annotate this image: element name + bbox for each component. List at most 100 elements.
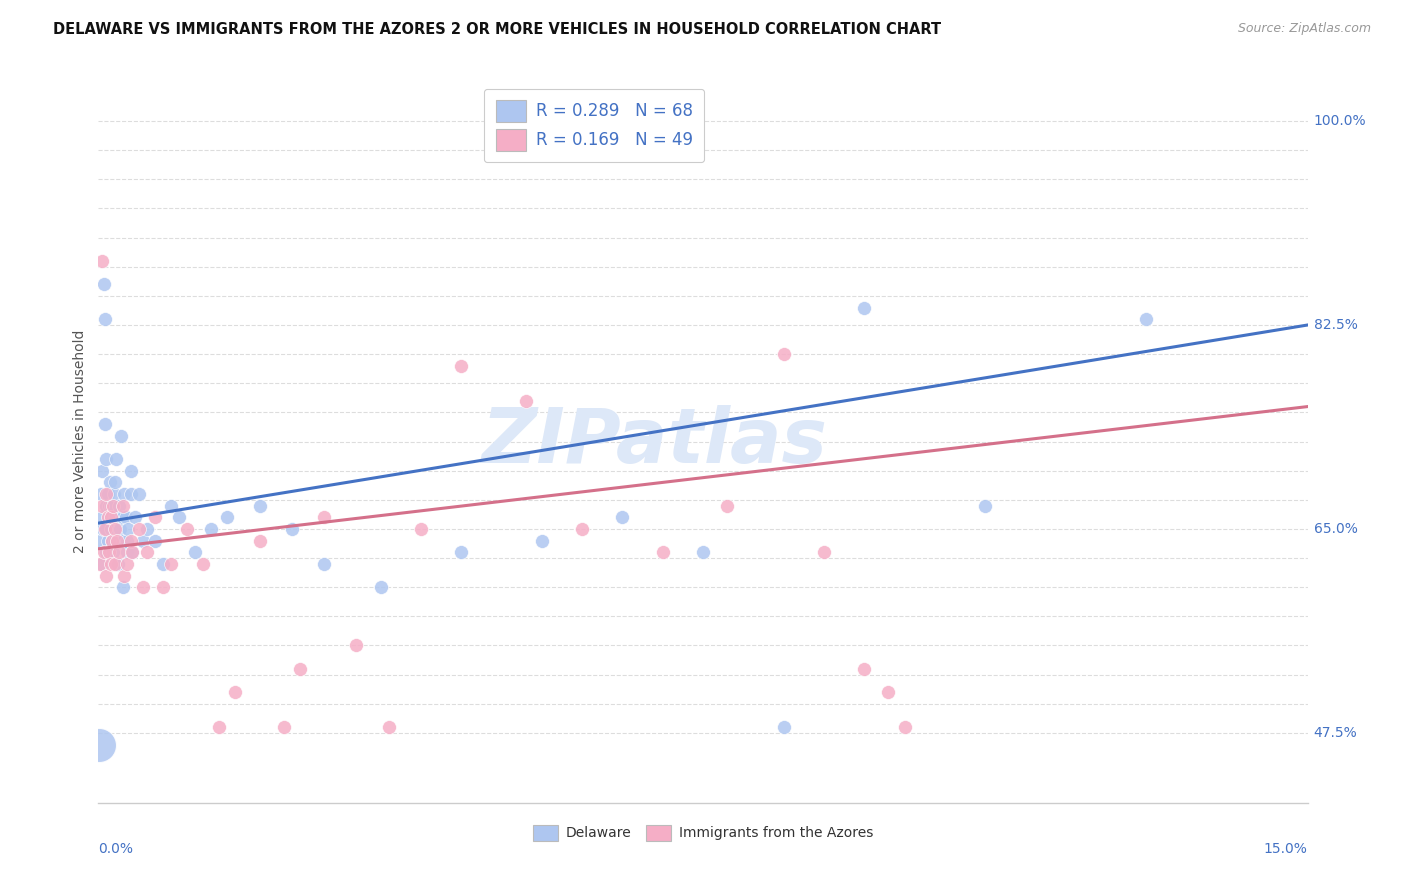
Point [90, 464, 112, 478]
Point [193, 557, 215, 571]
Point [450, 359, 472, 373]
Point [100, 522, 122, 536]
Point [93, 545, 115, 559]
Point [200, 522, 222, 536]
Point [124, 510, 146, 524]
Point [94, 312, 117, 326]
Text: 15.0%: 15.0% [1264, 842, 1308, 855]
Point [651, 545, 673, 559]
Point [111, 533, 134, 548]
Point [111, 510, 134, 524]
Point [143, 533, 166, 548]
Point [97, 499, 120, 513]
Point [176, 522, 198, 536]
Point [1135, 312, 1157, 326]
Point [108, 499, 131, 513]
Point [115, 533, 138, 548]
Point [103, 510, 125, 524]
Point [893, 720, 915, 734]
Y-axis label: 2 or more Vehicles in Household: 2 or more Vehicles in Household [73, 330, 87, 553]
Text: 0.0%: 0.0% [98, 842, 134, 855]
Point [90, 499, 112, 513]
Point [91, 253, 114, 268]
Point [94, 568, 117, 582]
Point [772, 347, 794, 361]
Point [249, 499, 271, 513]
Text: 100.0%: 100.0% [1313, 114, 1367, 128]
Point [97, 545, 120, 559]
Point [249, 533, 271, 548]
Point [110, 428, 132, 442]
Point [94, 417, 117, 431]
Point [120, 533, 142, 548]
Point [530, 533, 553, 548]
Point [160, 499, 183, 513]
Point [103, 475, 125, 490]
Point [167, 510, 190, 524]
Point [121, 545, 143, 559]
Point [97, 533, 120, 548]
Point [89, 533, 111, 548]
Point [132, 533, 155, 548]
Point [101, 533, 124, 548]
Point [97, 487, 120, 501]
Point [96, 487, 118, 501]
Point [90, 510, 112, 524]
Point [89, 557, 111, 571]
Point [96, 452, 118, 467]
Point [152, 557, 174, 571]
Point [612, 510, 634, 524]
Point [121, 545, 143, 559]
Point [135, 545, 157, 559]
Point [314, 557, 336, 571]
Point [91, 522, 114, 536]
Point [117, 522, 139, 536]
Point [100, 510, 122, 524]
Point [103, 522, 125, 536]
Point [877, 685, 900, 699]
Point [152, 580, 174, 594]
Point [105, 533, 128, 548]
Point [515, 393, 537, 408]
Point [104, 557, 127, 571]
Legend: Delaware, Immigrants from the Azores: Delaware, Immigrants from the Azores [527, 819, 879, 847]
Point [107, 545, 129, 559]
Point [105, 533, 128, 548]
Point [112, 580, 135, 594]
Point [224, 685, 246, 699]
Point [314, 510, 336, 524]
Point [104, 533, 127, 548]
Point [120, 487, 142, 501]
Point [112, 568, 135, 582]
Point [100, 510, 122, 524]
Point [114, 510, 136, 524]
Point [100, 557, 122, 571]
Point [184, 545, 207, 559]
Text: 47.5%: 47.5% [1313, 726, 1357, 739]
Point [128, 522, 150, 536]
Point [103, 487, 125, 501]
Point [288, 662, 311, 676]
Point [97, 510, 120, 524]
Point [96, 522, 118, 536]
Point [117, 545, 139, 559]
Point [90, 487, 112, 501]
Point [105, 452, 128, 467]
Point [101, 533, 124, 548]
Point [716, 499, 738, 513]
Point [98, 475, 121, 490]
Text: 65.0%: 65.0% [1313, 522, 1358, 536]
Point [813, 545, 835, 559]
Point [94, 499, 117, 513]
Point [143, 510, 166, 524]
Point [128, 487, 150, 501]
Point [571, 522, 593, 536]
Point [93, 277, 115, 292]
Point [107, 522, 129, 536]
Point [273, 720, 295, 734]
Point [450, 545, 472, 559]
Point [120, 464, 142, 478]
Point [692, 545, 714, 559]
Point [94, 522, 117, 536]
Point [208, 720, 231, 734]
